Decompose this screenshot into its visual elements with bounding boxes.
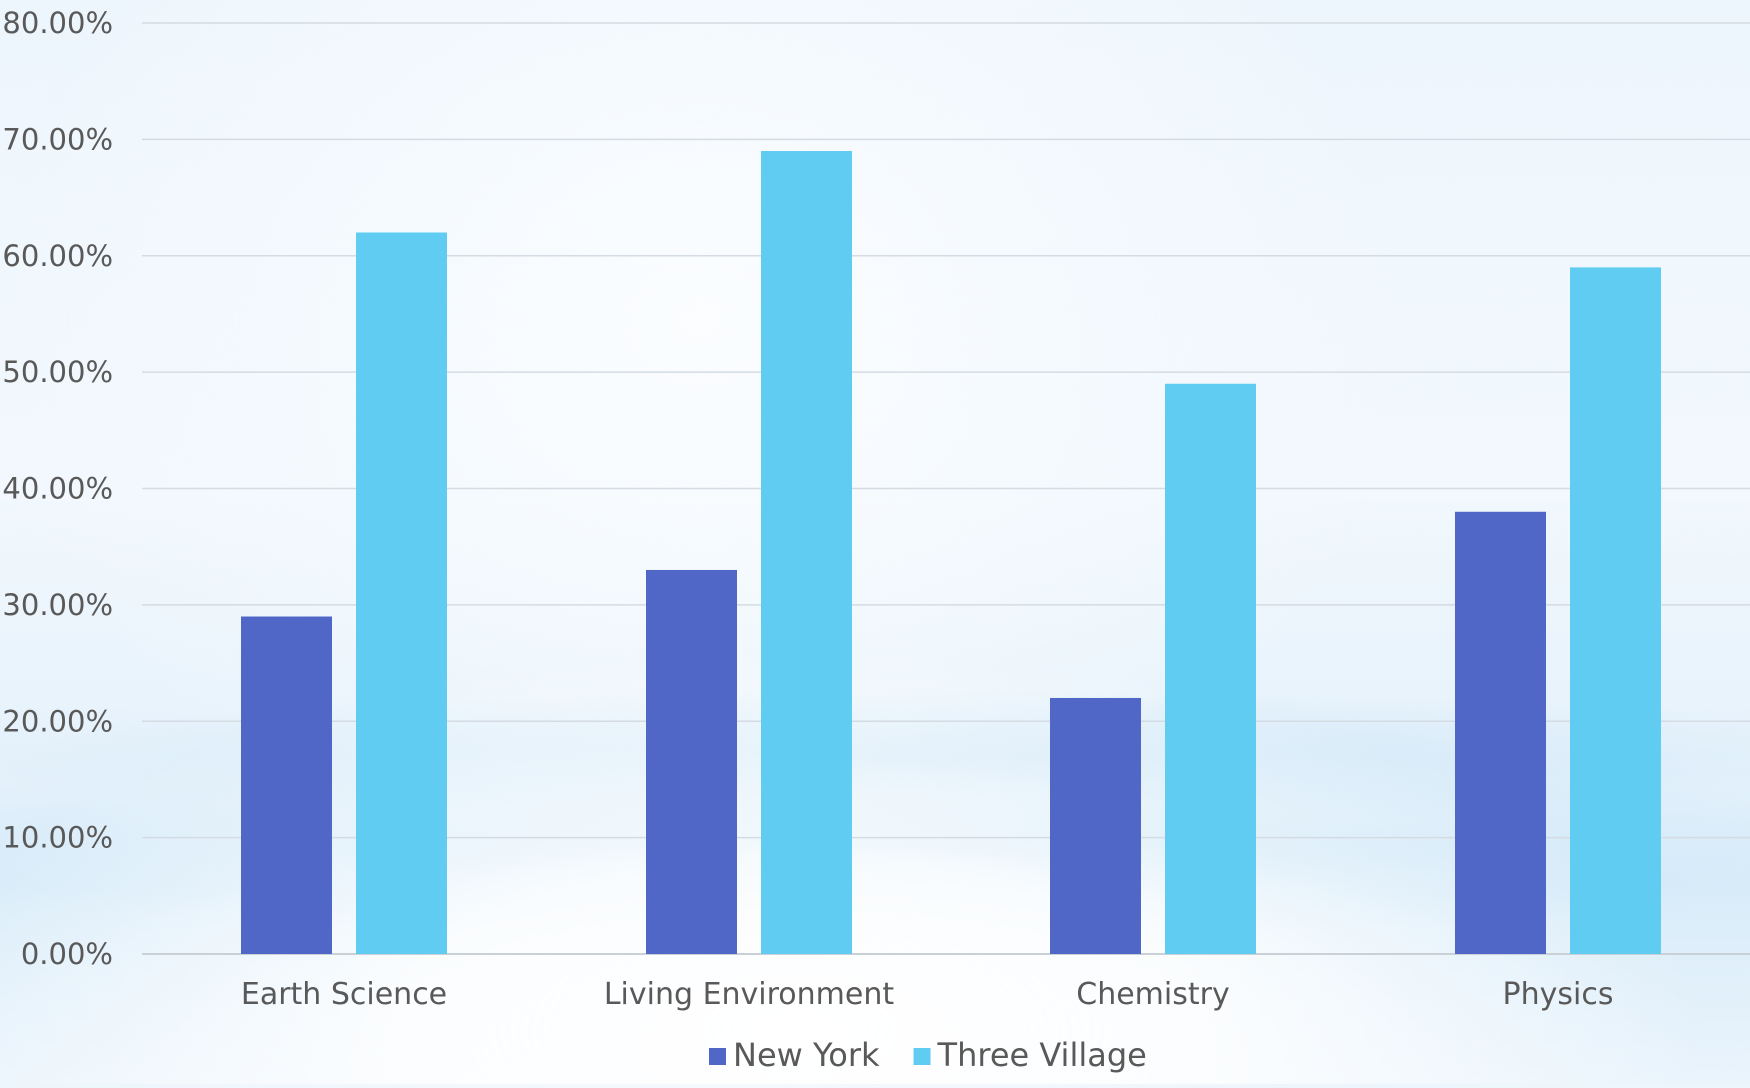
legend: New York Three Village bbox=[709, 1036, 1147, 1074]
legend-swatch bbox=[709, 1048, 726, 1065]
legend-item-three-village: Three Village bbox=[913, 1036, 1147, 1074]
bar-new-york-physics bbox=[1455, 511, 1546, 954]
x-category-label: Physics bbox=[1503, 977, 1614, 1012]
x-category-label: Living Environment bbox=[604, 977, 895, 1012]
bars bbox=[241, 151, 1661, 955]
legend-label: Three Village bbox=[937, 1036, 1147, 1074]
bar-three-village-chemistry bbox=[1165, 383, 1256, 954]
bar-new-york-living-environment bbox=[646, 569, 737, 954]
x-category-label: Earth Science bbox=[241, 977, 447, 1012]
bar-three-village-living-environment bbox=[761, 151, 852, 954]
legend-swatch bbox=[913, 1048, 931, 1065]
y-tick-label: 0.00% bbox=[21, 937, 113, 971]
bar-three-village-physics bbox=[1570, 267, 1661, 954]
bar-three-village-earth-science bbox=[356, 232, 447, 955]
y-tick-label: 20.00% bbox=[2, 704, 113, 738]
y-tick-label: 60.00% bbox=[2, 239, 113, 273]
y-tick-label: 10.00% bbox=[2, 821, 113, 855]
x-category-label: Chemistry bbox=[1076, 977, 1229, 1012]
y-tick-label: 70.00% bbox=[2, 122, 113, 156]
bar-new-york-earth-science bbox=[241, 616, 332, 954]
y-tick-label: 30.00% bbox=[2, 588, 113, 622]
y-axis-tick-labels: 0.00% 10.00% 20.00% 30.00% 40.00% 50.00% 60.00… bbox=[2, 6, 113, 971]
y-tick-label: 80.00% bbox=[2, 6, 113, 40]
bar-new-york-chemistry bbox=[1050, 697, 1141, 954]
legend-item-new-york: New York bbox=[709, 1036, 880, 1074]
x-axis-category-labels: Earth Science Living Environment Chemistry… bbox=[241, 977, 1614, 1012]
y-tick-label: 40.00% bbox=[2, 472, 113, 506]
legend-label: New York bbox=[733, 1036, 880, 1074]
y-tick-label: 50.00% bbox=[2, 355, 113, 389]
